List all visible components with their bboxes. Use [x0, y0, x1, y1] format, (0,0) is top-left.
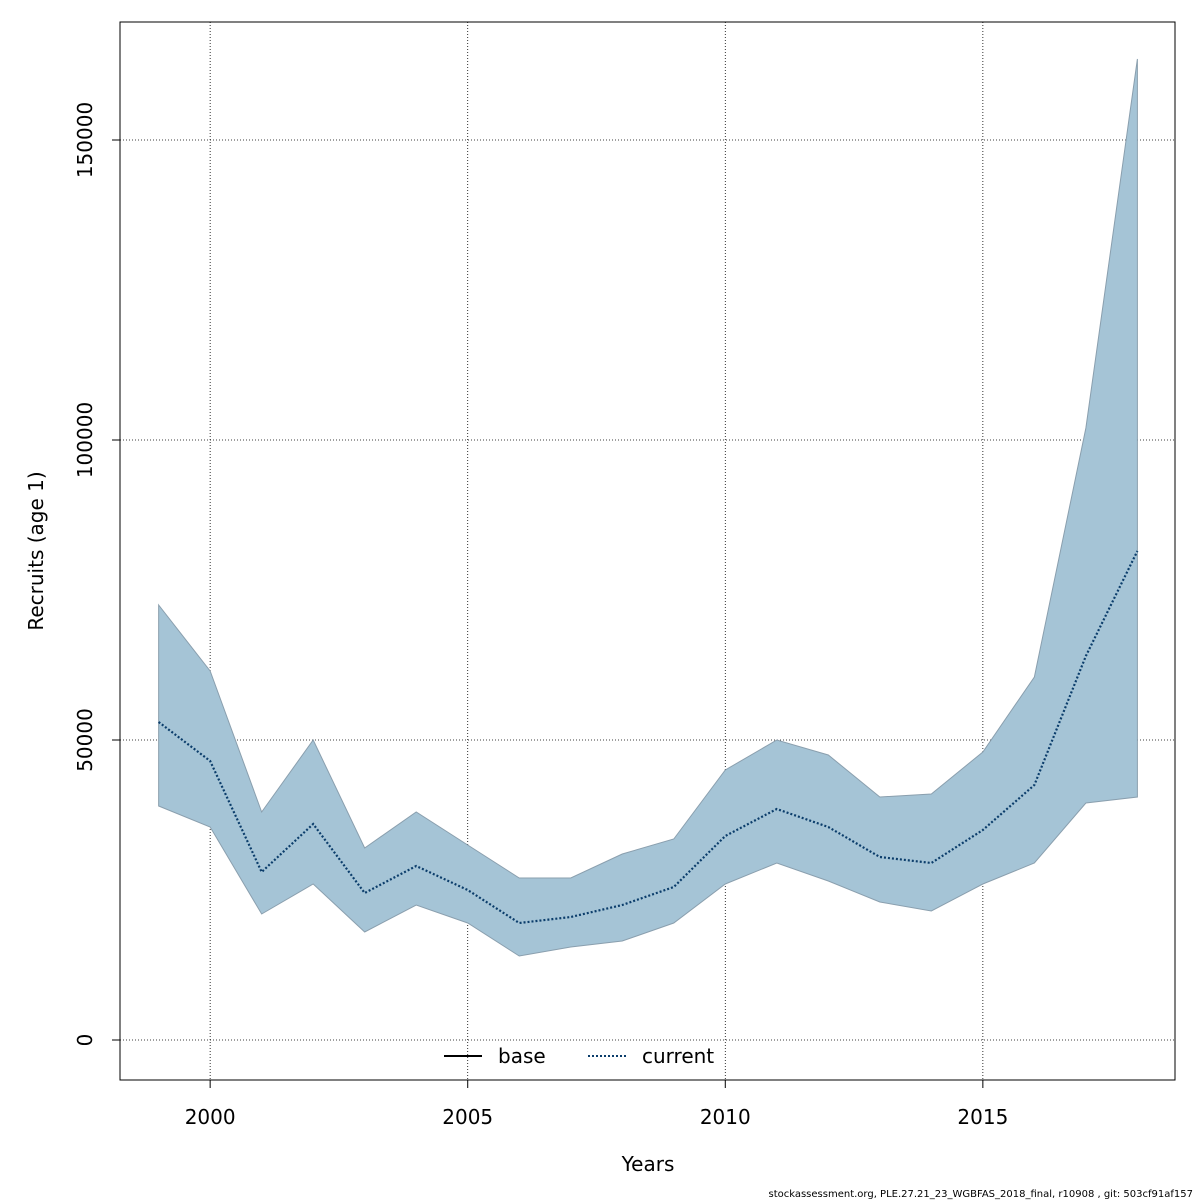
legend-label: current [642, 1044, 714, 1068]
y-tick-label: 50000 [73, 708, 97, 772]
x-axis-label: Years [621, 1152, 675, 1176]
y-tick-label: 100000 [73, 402, 97, 478]
y-tick-label: 0 [73, 1034, 97, 1047]
y-tick-label: 150000 [73, 102, 97, 178]
confidence-band [158, 58, 1138, 957]
x-tick-label: 2010 [700, 1105, 751, 1129]
x-tick-label: 2000 [185, 1105, 236, 1129]
x-tick-label: 2015 [957, 1105, 1008, 1129]
legend-label: base [498, 1044, 546, 1068]
x-tick-label: 2005 [442, 1105, 493, 1129]
footer: stockassessment.org, PLE.27.21_23_WGBFAS… [768, 1189, 1193, 1200]
plot-frame [119, 21, 1176, 1081]
y-axis-label: Recruits (age 1) [24, 471, 48, 630]
